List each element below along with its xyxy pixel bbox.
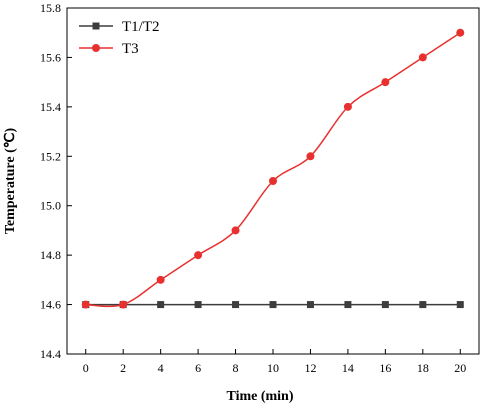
data-point — [306, 152, 315, 161]
y-tick-label: 14.6 — [40, 298, 61, 312]
data-point — [156, 275, 165, 284]
data-point — [231, 226, 240, 235]
y-axis-label: Temperature (℃) — [3, 128, 18, 235]
data-point — [232, 301, 240, 309]
data-point — [157, 301, 165, 309]
x-tick-label: 0 — [83, 361, 89, 375]
x-tick-label: 10 — [267, 361, 279, 375]
data-point — [306, 301, 314, 309]
data-point — [344, 301, 352, 309]
data-point — [419, 301, 427, 309]
data-point — [456, 28, 465, 37]
y-tick-label: 15.0 — [40, 199, 61, 213]
series-layer — [81, 28, 465, 309]
series-line — [85, 32, 461, 308]
x-tick-label: 16 — [379, 361, 391, 375]
data-point — [343, 102, 352, 111]
x-tick-label: 20 — [454, 361, 466, 375]
data-point — [418, 53, 427, 62]
legend-label: T3 — [122, 41, 139, 57]
x-axis-label: Time (min) — [226, 389, 293, 404]
data-point — [119, 300, 128, 309]
data-point — [269, 177, 277, 185]
y-tick-label: 15.4 — [40, 100, 61, 114]
data-point — [456, 301, 464, 309]
x-tick-label: 2 — [120, 361, 126, 375]
x-tick-label: 6 — [195, 361, 201, 375]
y-tick-label: 15.6 — [40, 50, 61, 64]
legend-marker — [92, 22, 100, 30]
legend-marker — [92, 44, 100, 52]
data-point — [381, 78, 390, 87]
x-tick-label: 14 — [342, 361, 354, 375]
legend-label: T1/T2 — [122, 19, 160, 35]
x-tick-label: 8 — [233, 361, 239, 375]
data-point — [194, 301, 202, 309]
data-point — [194, 251, 203, 260]
legend: T1/T2 T3 — [79, 19, 160, 57]
data-point — [381, 301, 389, 309]
x-tick-label: 4 — [158, 361, 164, 375]
y-tick-label: 15.8 — [40, 1, 61, 15]
x-tick-label: 12 — [304, 361, 316, 375]
x-tick-label: 18 — [417, 361, 429, 375]
y-tick-label: 14.4 — [40, 347, 61, 361]
y-tick-label: 14.8 — [40, 248, 61, 262]
data-point — [81, 300, 90, 309]
y-tick-label: 15.2 — [40, 149, 61, 163]
data-point — [269, 301, 277, 309]
axis-ticks: 0 2 4 6 8 10 12 14 16 18 20 14.4 14.6 14.8 15.0 15.2 15.… — [40, 1, 466, 375]
